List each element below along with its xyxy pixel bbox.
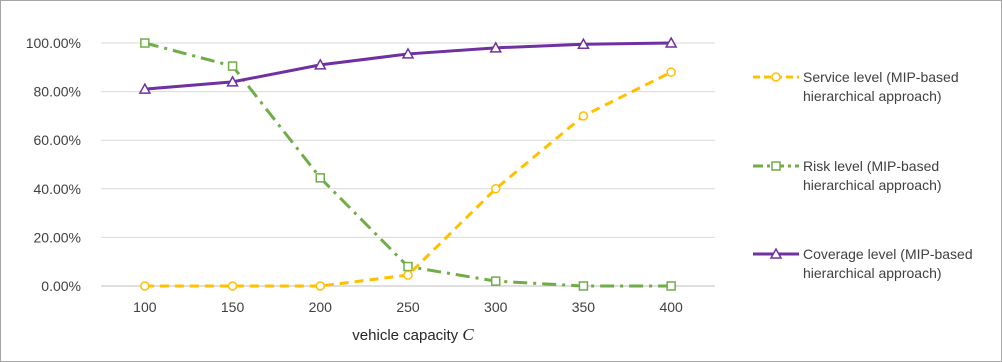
legend-label: hierarchical approach) [803, 88, 942, 104]
data-point [401, 47, 415, 59]
legend: Service level (MIP-based hierarchical app… [753, 69, 973, 281]
data-point [314, 58, 327, 70]
y-tick-label: 80.00% [34, 84, 81, 100]
data-point [577, 37, 590, 49]
data-point [578, 111, 589, 121]
series-group [138, 36, 678, 291]
series-square [140, 38, 676, 291]
gridlines [101, 42, 715, 287]
data-point [666, 281, 676, 291]
data-point [664, 36, 678, 48]
data-point [403, 261, 413, 272]
legend-label: Coverage level (MIP-based [803, 246, 973, 262]
legend-item: Coverage level (MIP-based hierarchical ap… [753, 246, 973, 281]
legend-item: Service level (MIP-based hierarchical app… [753, 69, 959, 104]
series-circle [140, 67, 676, 291]
x-tick-label: 200 [309, 299, 333, 315]
legend-item: Risk level (MIP-based hierarchical approa… [753, 158, 942, 193]
y-tick-label: 20.00% [34, 229, 81, 245]
data-point [227, 281, 238, 291]
legend-marker [771, 161, 781, 171]
x-tick-label: 350 [572, 299, 596, 315]
x-tick-label: 250 [396, 299, 420, 315]
x-tick-label: 400 [659, 299, 683, 315]
y-axis-ticks: 0.00% 20.00% 40.00% 60.00% 80.00% 100.00% [26, 35, 81, 294]
series-line [144, 70, 672, 288]
legend-marker [771, 72, 781, 82]
legend-label: Risk level (MIP-based [803, 158, 939, 174]
data-point [666, 67, 676, 77]
x-tick-label: 100 [133, 299, 157, 315]
x-tick-label: 300 [484, 299, 508, 315]
y-tick-label: 100.00% [26, 35, 81, 51]
series-line [144, 41, 672, 288]
data-point [140, 38, 150, 48]
y-tick-label: 60.00% [34, 132, 81, 148]
data-point [138, 82, 152, 94]
legend-label: Service level (MIP-based [803, 69, 959, 85]
x-axis-ticks: 100 150 200 250 300 350 400 [133, 299, 683, 315]
legend-label: hierarchical approach) [803, 265, 942, 281]
data-point [227, 61, 238, 71]
data-point [315, 281, 326, 291]
legend-label: hierarchical approach) [803, 177, 942, 193]
y-tick-label: 40.00% [34, 181, 81, 197]
x-axis-title: vehicle capacity C [352, 325, 474, 344]
data-point [226, 75, 239, 87]
x-axis-title-symbol: C [462, 325, 474, 344]
data-point [490, 276, 501, 286]
x-axis-title-text: vehicle capacity [352, 327, 458, 344]
data-point [490, 184, 501, 194]
y-tick-label: 0.00% [41, 278, 81, 294]
data-point [489, 41, 502, 53]
data-point [315, 173, 326, 183]
x-tick-label: 150 [221, 299, 245, 315]
series-triangle [138, 36, 678, 94]
legend-marker [769, 247, 783, 259]
data-point [140, 281, 150, 291]
data-point [403, 270, 413, 280]
data-point [578, 281, 589, 291]
